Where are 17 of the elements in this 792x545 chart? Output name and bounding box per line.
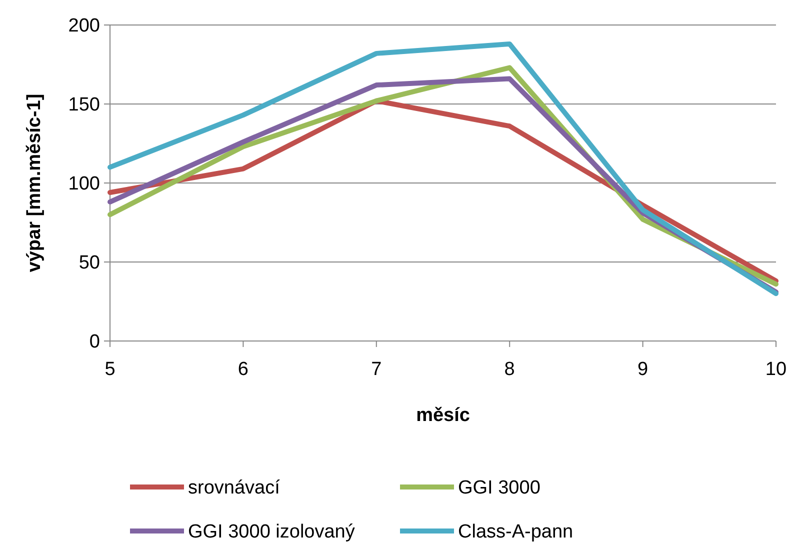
x-tick-label: 6: [238, 359, 248, 380]
x-tick-label: 5: [104, 359, 116, 380]
x-tick-label: 8: [504, 359, 515, 380]
legend-label: GGI 3000: [458, 478, 540, 499]
y-axis-title: výpar [mm.měsíc-1]: [24, 94, 45, 272]
legend-label: GGI 3000 izolovaný: [188, 522, 356, 543]
y-tick-label: 200: [68, 16, 100, 37]
x-tick-label: 7: [371, 359, 382, 380]
y-tick-label: 100: [68, 174, 100, 195]
y-tick-label: 0: [89, 332, 100, 353]
legend-label: srovnávací: [188, 478, 281, 499]
x-tick-label: 9: [638, 359, 648, 380]
y-tick-label: 150: [68, 94, 100, 116]
x-tick-label: 10: [765, 359, 787, 380]
legend-label: Class-A-pann: [458, 522, 574, 543]
y-tick-label: 50: [78, 252, 100, 274]
x-axis-title: měsíc: [416, 405, 470, 426]
